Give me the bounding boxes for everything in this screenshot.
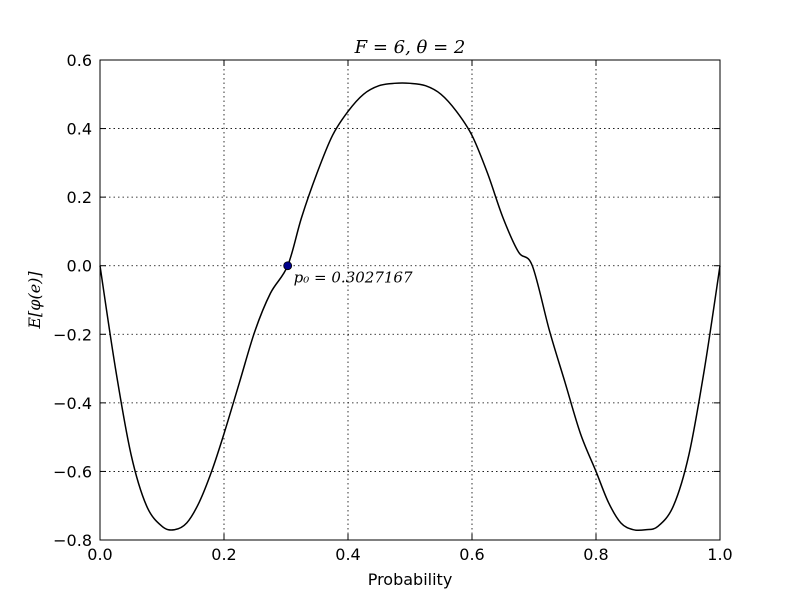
x-tick-label: 0.6 [459,545,484,564]
x-tick-label: 0.2 [211,545,236,564]
plot-frame [99,59,721,541]
x-tick-labels: 0.0 0.2 0.4 0.6 0.8 1.0 [87,545,732,564]
x-tick-label: 1.0 [707,545,732,564]
marker-label: p₀ = 0.3027167 [294,269,413,287]
x-axis-label: Probability [368,570,453,589]
axis-ticks [99,59,721,541]
y-tick-label: 0.4 [67,120,92,139]
y-axis-label: E[φ(e)] [25,271,44,330]
chart-title: F = 6, θ = 2 [354,37,466,58]
series-line [99,82,721,532]
grid-lines [100,60,720,540]
marker-point [283,261,293,271]
x-tick-label: 0.4 [335,545,360,564]
y-tick-label: 0.0 [67,257,92,276]
y-tick-label: 0.6 [67,51,92,70]
x-tick-label: 0.0 [87,545,112,564]
y-tick-label: 0.2 [67,188,92,207]
y-tick-label: −0.2 [53,325,92,344]
y-tick-label: −0.4 [53,394,92,413]
y-tick-label: −0.8 [53,531,92,550]
x-tick-label: 0.8 [583,545,608,564]
y-tick-labels: 0.6 0.4 0.2 0.0 −0.2 −0.4 −0.6 −0.8 [53,51,92,550]
y-tick-label: −0.6 [53,462,92,481]
